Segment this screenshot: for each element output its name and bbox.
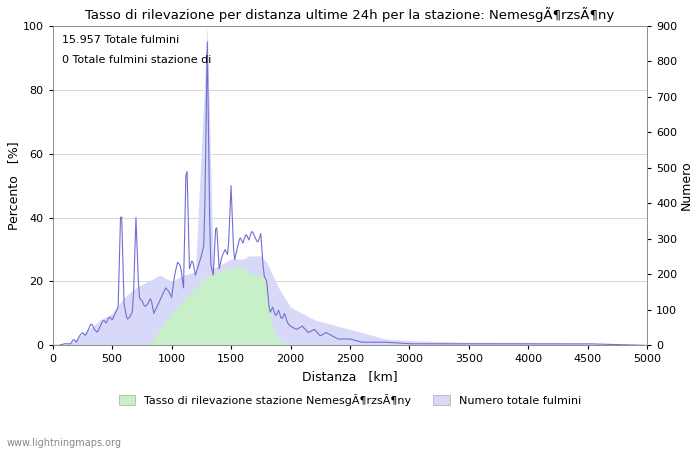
Legend: Tasso di rilevazione stazione NemesgÃ¶rzsÃ¶ny, Numero totale fulmini: Tasso di rilevazione stazione NemesgÃ¶rz… [114,389,586,410]
Y-axis label: Percento   [%]: Percento [%] [7,141,20,230]
Y-axis label: Numero: Numero [680,161,693,211]
Text: 15.957 Totale fulmini: 15.957 Totale fulmini [62,36,179,45]
Text: 0 Totale fulmini stazione di: 0 Totale fulmini stazione di [62,54,211,65]
Text: www.lightningmaps.org: www.lightningmaps.org [7,438,122,448]
X-axis label: Distanza   [km]: Distanza [km] [302,370,398,383]
Title: Tasso di rilevazione per distanza ultime 24h per la stazione: NemesgÃ¶rzsÃ¶ny: Tasso di rilevazione per distanza ultime… [85,7,615,22]
